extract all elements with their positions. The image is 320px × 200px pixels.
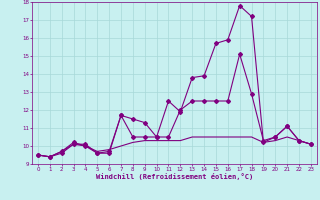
X-axis label: Windchill (Refroidissement éolien,°C): Windchill (Refroidissement éolien,°C) <box>96 173 253 180</box>
